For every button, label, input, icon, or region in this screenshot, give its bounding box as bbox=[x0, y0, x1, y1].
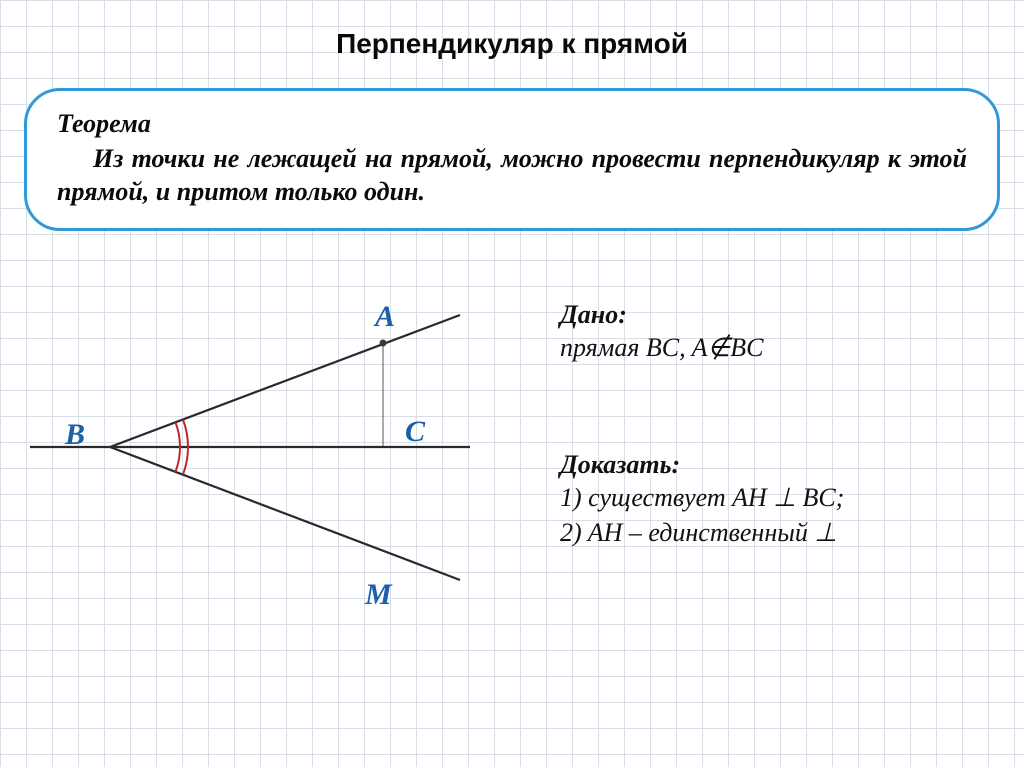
theorem-box: Теорема Из точки не лежащей на прямой, м… bbox=[24, 88, 1000, 231]
label-m: M bbox=[365, 578, 392, 612]
theorem-label: Теорема bbox=[57, 109, 967, 139]
given-block: Дано: прямая BC, A∉BC bbox=[560, 300, 980, 365]
label-c: C bbox=[405, 415, 425, 449]
given-line-1: прямая BC, A∉BC bbox=[560, 330, 980, 365]
point-a-dot bbox=[380, 340, 387, 347]
geometry-diagram: A B C M bbox=[30, 275, 530, 615]
prove-block: Доказать: 1) существует AH ⊥ BC; 2) AH –… bbox=[560, 450, 990, 550]
label-a: A bbox=[375, 300, 395, 334]
given-label: Дано: bbox=[560, 300, 980, 330]
theorem-text: Из точки не лежащей на прямой, можно про… bbox=[57, 143, 967, 208]
angle-arc-1 bbox=[176, 422, 181, 447]
page-title: Перпендикуляр к прямой bbox=[0, 28, 1024, 60]
angle-arc-2 bbox=[183, 420, 188, 448]
angle-arc-3 bbox=[176, 447, 181, 472]
angle-arc-4 bbox=[183, 447, 188, 475]
diagram-svg bbox=[30, 275, 530, 615]
prove-line-1: 1) существует AH ⊥ BC; bbox=[560, 480, 990, 515]
prove-line-2: 2) AH – единственный ⊥ bbox=[560, 515, 990, 550]
line-bm bbox=[110, 447, 460, 580]
label-b: B bbox=[65, 418, 85, 452]
prove-label: Доказать: bbox=[560, 450, 990, 480]
